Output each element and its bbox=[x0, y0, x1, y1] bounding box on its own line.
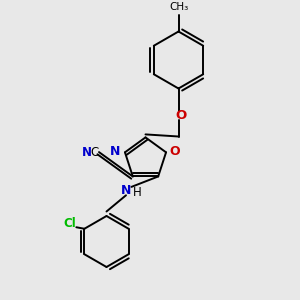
Text: CH₃: CH₃ bbox=[169, 2, 188, 13]
Text: N: N bbox=[110, 145, 121, 158]
Text: N: N bbox=[121, 184, 131, 197]
Text: H: H bbox=[133, 185, 142, 199]
Text: N: N bbox=[81, 146, 92, 159]
Text: O: O bbox=[170, 145, 180, 158]
Text: O: O bbox=[175, 109, 186, 122]
Text: Cl: Cl bbox=[63, 217, 76, 230]
Text: C: C bbox=[90, 146, 99, 159]
